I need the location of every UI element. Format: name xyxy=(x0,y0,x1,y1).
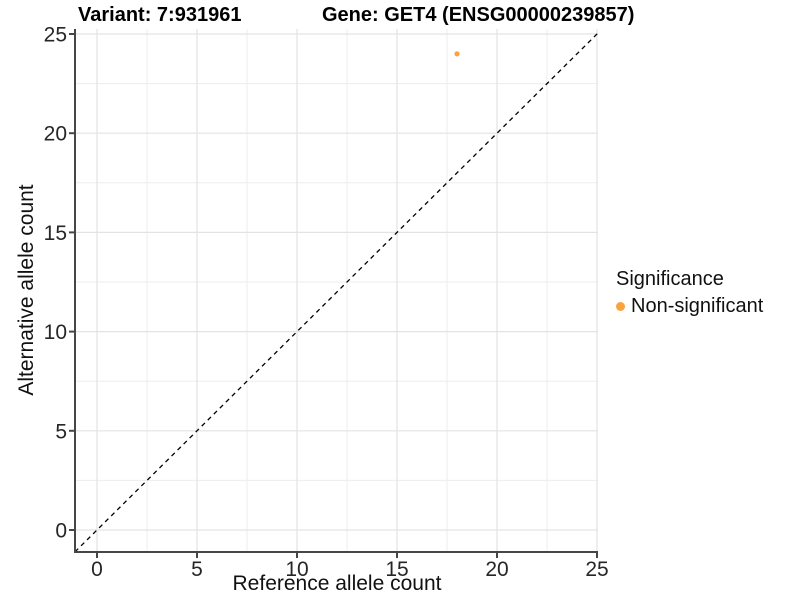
y-tick-label: 10 xyxy=(44,321,67,344)
x-tick-label: 5 xyxy=(191,558,203,581)
x-tick-label: 10 xyxy=(285,558,308,581)
plot-title-gene: Gene: GET4 (ENSG00000239857) xyxy=(322,4,635,26)
y-tick-label: 5 xyxy=(55,420,67,443)
y-tick-label: 15 xyxy=(44,222,67,245)
identity-line xyxy=(74,32,599,553)
x-tick-label: 0 xyxy=(91,558,103,581)
x-tick-label: 25 xyxy=(585,558,608,581)
data-point xyxy=(454,51,460,57)
y-tick-label: 20 xyxy=(44,123,67,146)
legend-point-icon xyxy=(616,302,625,311)
plot-title-variant: Variant: 7:931961 xyxy=(78,4,242,26)
y-tick-label: 25 xyxy=(44,24,67,47)
legend-title: Significance xyxy=(616,268,724,290)
y-tick-label: 0 xyxy=(55,520,67,543)
legend-item: Non-significant xyxy=(616,295,763,318)
x-tick-label: 15 xyxy=(385,558,408,581)
legend: Significance Non-significant xyxy=(616,268,763,318)
x-axis-label: Reference allele count xyxy=(232,572,442,595)
y-axis-label: Alternative allele count xyxy=(15,184,38,396)
legend-item-label: Non-significant xyxy=(631,295,764,317)
x-tick-label: 20 xyxy=(485,558,508,581)
